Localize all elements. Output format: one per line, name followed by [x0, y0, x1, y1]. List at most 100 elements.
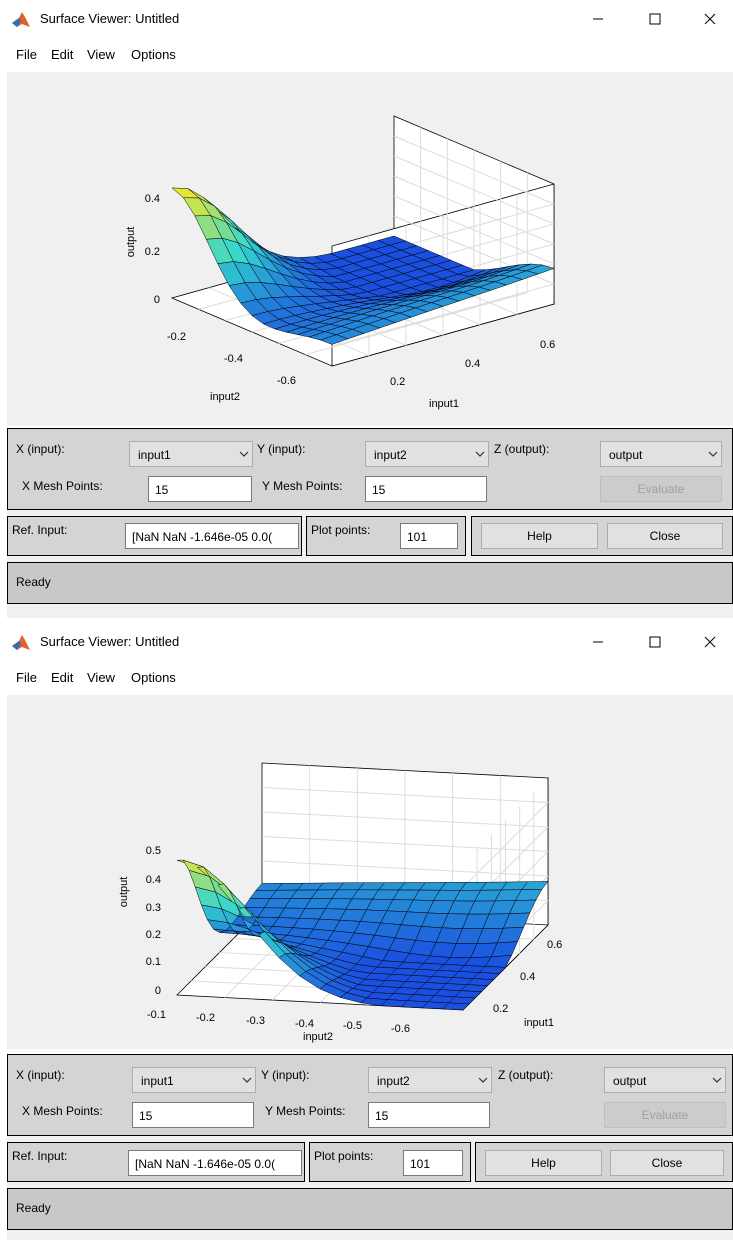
axis-selection-panel: X (input): input1 Y (input): input2 Z (o…	[7, 1054, 733, 1136]
z-output-dropdown[interactable]: output	[600, 441, 722, 467]
z-tick-label: 0	[154, 294, 160, 306]
y-tick-label: -0.6	[277, 375, 296, 387]
y-mesh-value: 15	[372, 483, 386, 497]
z-tick-labels: 0 0.1 0.2 0.3 0.4 0.5	[146, 845, 161, 997]
y-tick-label: -0.2	[167, 331, 186, 343]
menu-file[interactable]: File	[16, 47, 37, 62]
window-title: Surface Viewer: Untitled	[40, 634, 180, 649]
z-tick-label: 0.3	[146, 902, 161, 914]
z-tick-label: 0.2	[145, 246, 160, 258]
x-mesh-value: 15	[139, 1109, 153, 1123]
surface-viewer-window-2: Surface Viewer: Untitled File Edit View …	[0, 623, 733, 1240]
menu-edit[interactable]: Edit	[51, 47, 74, 62]
y-tick-label: -0.4	[295, 1018, 314, 1030]
ref-input-label: Ref. Input:	[12, 523, 68, 537]
minimize-icon	[593, 641, 603, 643]
matlab-logo-icon	[12, 635, 30, 651]
maximize-icon	[649, 636, 661, 648]
x-mesh-input[interactable]: 15	[132, 1102, 254, 1128]
ref-input-field[interactable]: [NaN NaN -1.646e-05 0.0(	[125, 523, 299, 549]
z-output-label: Z (output):	[494, 442, 550, 456]
x-input-label: X (input):	[16, 442, 65, 456]
x-axis-label: input1	[524, 1017, 554, 1029]
x-mesh-value: 15	[155, 483, 169, 497]
chevron-down-icon	[470, 442, 488, 466]
menu-file[interactable]: File	[16, 670, 37, 685]
y-mesh-label: Y Mesh Points:	[265, 1104, 346, 1118]
ref-input-value: [NaN NaN -1.646e-05 0.0(	[135, 1157, 276, 1171]
evaluate-button[interactable]: Evaluate	[600, 476, 722, 502]
minimize-button[interactable]	[575, 627, 621, 657]
x-tick-label: 0.4	[520, 971, 535, 983]
z-tick-label: 0.1	[146, 956, 161, 968]
y-tick-label: -0.6	[391, 1023, 410, 1035]
surface-plot-area[interactable]: output input1 input2 0 0.2 0.4 0.2 0.4 0…	[7, 72, 733, 426]
z-tick-label: 0.5	[146, 845, 161, 857]
close-icon	[704, 13, 716, 25]
x-input-value: input1	[141, 1074, 174, 1088]
evaluate-button[interactable]: Evaluate	[604, 1102, 726, 1128]
maximize-button[interactable]	[632, 4, 678, 34]
y-input-label: Y (input):	[257, 442, 306, 456]
z-tick-label: 0	[155, 985, 161, 997]
ref-input-panel: Ref. Input: [NaN NaN -1.646e-05 0.0(	[7, 516, 302, 556]
y-input-label: Y (input):	[261, 1068, 310, 1082]
y-axis-label: input2	[303, 1031, 333, 1043]
menu-view[interactable]: View	[87, 670, 115, 685]
title-bar[interactable]: Surface Viewer: Untitled	[0, 0, 733, 38]
x-mesh-label: X Mesh Points:	[22, 479, 103, 493]
y-input-value: input2	[377, 1074, 410, 1088]
plot-points-input[interactable]: 101	[403, 1150, 463, 1176]
status-text: Ready	[16, 575, 51, 589]
controls-region: X (input): input1 Y (input): input2 Z (o…	[7, 1054, 733, 1240]
y-mesh-input[interactable]: 15	[365, 476, 487, 502]
close-window-button[interactable]	[687, 627, 733, 657]
ref-input-field[interactable]: [NaN NaN -1.646e-05 0.0(	[128, 1150, 302, 1176]
maximize-button[interactable]	[632, 627, 678, 657]
plot-points-input[interactable]: 101	[400, 523, 458, 549]
z-output-dropdown[interactable]: output	[604, 1067, 726, 1093]
x-input-value: input1	[138, 448, 171, 462]
menu-edit[interactable]: Edit	[51, 670, 74, 685]
y-input-value: input2	[374, 448, 407, 462]
y-tick-label: -0.4	[224, 353, 243, 365]
title-bar[interactable]: Surface Viewer: Untitled	[0, 623, 733, 661]
x-input-dropdown[interactable]: input1	[132, 1067, 256, 1093]
surface-plot-area[interactable]: output input1 input2 0 0.1 0.2 0.3 0.4 0…	[7, 695, 733, 1049]
plot-points-panel: Plot points: 101	[306, 516, 466, 556]
close-button[interactable]: Close	[610, 1150, 724, 1176]
menu-options[interactable]: Options	[131, 47, 176, 62]
z-tick-label: 0.4	[145, 193, 160, 205]
menu-options[interactable]: Options	[131, 670, 176, 685]
ref-input-label: Ref. Input:	[12, 1149, 68, 1163]
z-axis-label: output	[125, 227, 137, 258]
x-tick-labels: 0.2 0.4 0.6	[493, 939, 562, 1015]
surface-plot[interactable]: output input1 input2 0 0.2 0.4 0.2 0.4 0…	[7, 72, 733, 426]
chevron-down-icon	[703, 442, 721, 466]
surface-plot[interactable]: output input1 input2 0 0.1 0.2 0.3 0.4 0…	[7, 695, 733, 1049]
y-tick-label: -0.3	[246, 1015, 265, 1027]
axis-labels: output input1 input2	[118, 877, 554, 1043]
y-tick-labels: -0.1 -0.2 -0.3 -0.4 -0.5 -0.6	[147, 1009, 410, 1035]
x-tick-label: 0.4	[465, 358, 480, 370]
x-input-dropdown[interactable]: input1	[129, 441, 253, 467]
help-button[interactable]: Help	[485, 1150, 602, 1176]
window-title: Surface Viewer: Untitled	[40, 11, 180, 26]
y-mesh-value: 15	[375, 1109, 389, 1123]
y-input-dropdown[interactable]: input2	[365, 441, 489, 467]
chevron-down-icon	[237, 1068, 255, 1092]
help-button[interactable]: Help	[481, 523, 598, 549]
status-text: Ready	[16, 1201, 51, 1215]
menu-view[interactable]: View	[87, 47, 115, 62]
y-mesh-input[interactable]: 15	[368, 1102, 490, 1128]
surface-viewer-window-1: Surface Viewer: Untitled File Edit View …	[0, 0, 733, 618]
x-tick-labels: 0.2 0.4 0.6	[390, 339, 555, 388]
y-input-dropdown[interactable]: input2	[368, 1067, 492, 1093]
action-panel: Help Close	[471, 516, 733, 556]
close-window-button[interactable]	[687, 4, 733, 34]
x-mesh-input[interactable]: 15	[148, 476, 252, 502]
close-button[interactable]: Close	[607, 523, 723, 549]
chevron-down-icon	[707, 1068, 725, 1092]
plot-points-label: Plot points:	[311, 523, 371, 537]
minimize-button[interactable]	[575, 4, 621, 34]
